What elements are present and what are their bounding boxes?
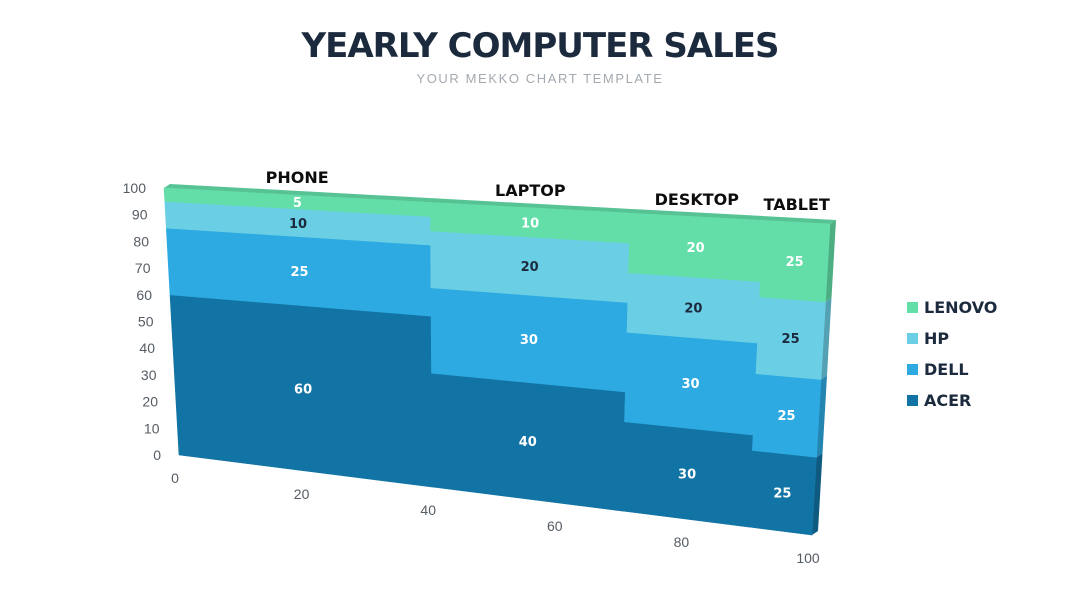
legend-item-hp: HP xyxy=(907,323,997,354)
x-tick-0: 0 xyxy=(171,470,179,486)
legend-swatch-acer xyxy=(907,395,918,406)
legend-label-dell: DELL xyxy=(924,360,969,379)
top-face xyxy=(164,184,836,224)
value-label-desktop-lenovo: 20 xyxy=(687,241,705,256)
segment-tablet-lenovo xyxy=(759,220,831,303)
y-tick-0: 0 xyxy=(153,447,161,463)
category-label-laptop: LAPTOP xyxy=(495,181,566,200)
value-label-tablet-hp: 25 xyxy=(782,332,800,347)
legend-item-acer: ACER xyxy=(907,385,997,416)
side-face-dell xyxy=(816,375,827,458)
y-tick-100: 100 xyxy=(123,180,147,196)
y-tick-50: 50 xyxy=(138,314,154,330)
y-tick-80: 80 xyxy=(133,233,149,249)
chart-subtitle: YOUR MEKKO CHART TEMPLATE xyxy=(416,71,664,86)
chart-labels: 60 25 10 5 PHONE 40 30 20 10 LAPTOP 30 30 20 20 DESKTO… xyxy=(266,168,830,501)
value-label-tablet-dell: 25 xyxy=(777,409,795,424)
x-tick-80: 80 xyxy=(674,534,690,550)
value-label-desktop-hp: 20 xyxy=(684,302,702,317)
legend-label-lenovo: LENOVO xyxy=(924,298,998,317)
legend: LENOVO HP DELL ACER xyxy=(907,292,997,416)
side-face-hp xyxy=(821,297,832,380)
category-label-phone: PHONE xyxy=(266,168,329,187)
x-tick-100: 100 xyxy=(796,550,820,566)
value-label-tablet-lenovo: 25 xyxy=(786,255,804,270)
x-tick-20: 20 xyxy=(294,486,310,502)
chart-depth xyxy=(164,184,836,535)
value-label-phone-hp: 10 xyxy=(289,217,307,232)
chart-axes: 0 10 20 30 40 50 60 70 80 90 100 0 20 40 60 80 100 xyxy=(123,180,820,566)
value-label-laptop-dell: 30 xyxy=(520,333,538,348)
x-tick-40: 40 xyxy=(420,502,436,518)
chart-segments xyxy=(163,187,831,536)
legend-item-lenovo: LENOVO xyxy=(907,292,997,323)
side-face-lenovo xyxy=(825,220,836,302)
category-label-desktop: DESKTOP xyxy=(655,190,740,209)
value-label-desktop-acer: 30 xyxy=(678,468,696,483)
y-tick-20: 20 xyxy=(142,394,158,410)
y-tick-70: 70 xyxy=(135,260,151,276)
y-tick-60: 60 xyxy=(136,287,152,303)
value-label-tablet-acer: 25 xyxy=(773,486,791,501)
value-label-laptop-lenovo: 10 xyxy=(521,216,539,231)
legend-swatch-hp xyxy=(907,333,918,344)
y-tick-90: 90 xyxy=(132,207,148,223)
legend-swatch-lenovo xyxy=(907,302,918,313)
legend-item-dell: DELL xyxy=(907,354,997,385)
category-label-tablet: TABLET xyxy=(764,195,830,214)
value-label-phone-dell: 25 xyxy=(290,265,308,280)
x-tick-60: 60 xyxy=(547,518,563,534)
chart-title: YEARLY COMPUTER SALES xyxy=(301,26,780,66)
y-tick-30: 30 xyxy=(141,367,157,383)
value-label-laptop-hp: 20 xyxy=(521,260,539,275)
y-tick-40: 40 xyxy=(139,340,155,356)
legend-label-hp: HP xyxy=(924,329,950,348)
legend-label-acer: ACER xyxy=(924,391,972,410)
value-label-phone-lenovo: 5 xyxy=(293,196,302,211)
y-tick-10: 10 xyxy=(144,420,160,436)
legend-swatch-dell xyxy=(907,364,918,375)
value-label-laptop-acer: 40 xyxy=(519,435,537,450)
side-face-acer xyxy=(812,453,823,535)
value-label-desktop-dell: 30 xyxy=(681,377,699,392)
value-label-phone-acer: 60 xyxy=(294,382,312,397)
